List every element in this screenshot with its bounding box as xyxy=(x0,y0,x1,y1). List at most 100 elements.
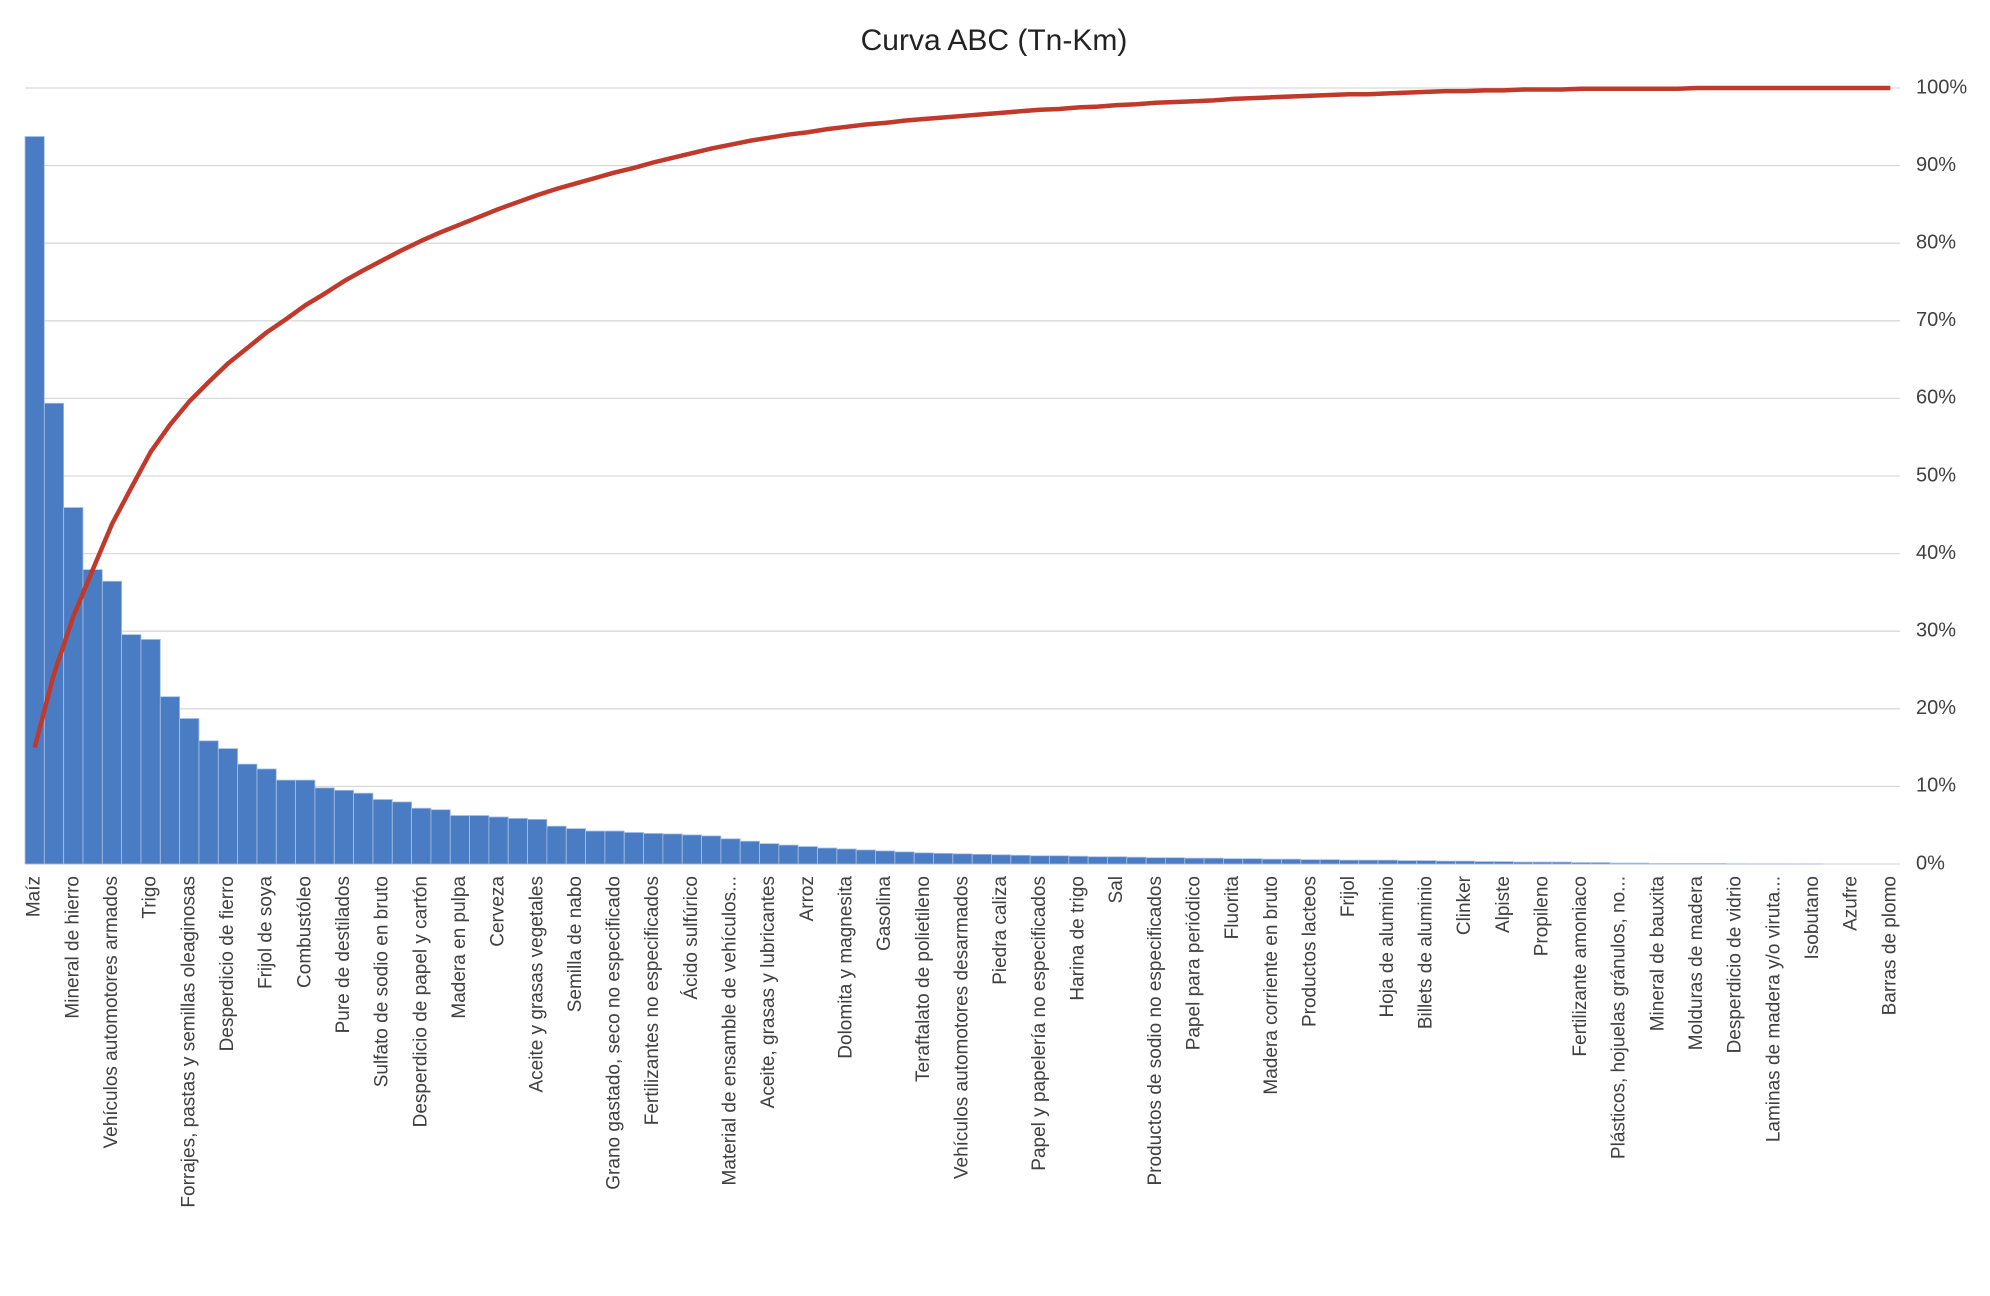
bar xyxy=(1609,862,1630,865)
x-tick-label: Fluorita xyxy=(1222,876,1243,940)
bar xyxy=(913,852,934,865)
bar xyxy=(681,834,702,865)
bar xyxy=(430,809,451,865)
bar xyxy=(604,830,625,865)
bar xyxy=(237,763,258,865)
bar xyxy=(275,779,297,865)
bar xyxy=(1087,856,1108,865)
bar xyxy=(1455,860,1476,865)
x-tick-label: Cerveza xyxy=(488,876,509,947)
bar xyxy=(101,580,123,865)
bar xyxy=(121,634,142,865)
x-tick-label: Aceite y grasas vegetales xyxy=(526,876,547,1093)
x-tick-label: Grano gastado, seco no especificado xyxy=(604,876,625,1190)
x-tick-label: Plásticos, hojuelas gránulos, no... xyxy=(1609,876,1630,1159)
x-tick-label: Propileno xyxy=(1531,876,1552,956)
x-tick-label: Productos de sodio no especificados xyxy=(1145,876,1166,1185)
y2-tick-label: 0% xyxy=(1916,852,1945,874)
y2-tick-label: 80% xyxy=(1916,231,1956,253)
bar xyxy=(507,818,528,865)
x-tick-label: Fertilizantes no especificados xyxy=(642,876,663,1125)
bar xyxy=(353,792,374,865)
x-tick-label: Maíz xyxy=(24,876,45,917)
bar xyxy=(314,787,335,865)
bar xyxy=(875,850,896,865)
bar xyxy=(701,835,722,865)
bar xyxy=(1590,862,1611,865)
x-tick-label: Arroz xyxy=(797,876,818,921)
bar xyxy=(759,843,780,865)
bar xyxy=(1126,856,1147,865)
bar xyxy=(1377,859,1398,865)
x-tick-label: Forrajes, pastas y semillas oleaginosas xyxy=(178,876,199,1208)
x-tick-label: Madera en pulpa xyxy=(449,876,470,1019)
bar xyxy=(1010,854,1031,865)
bar xyxy=(739,840,760,865)
bar xyxy=(1532,861,1553,865)
bar xyxy=(24,136,45,865)
bar xyxy=(623,832,644,865)
bar xyxy=(411,807,432,865)
y2-tick-label: 30% xyxy=(1916,619,1956,641)
x-tick-label: Billets de aluminio xyxy=(1415,876,1436,1029)
x-tick-label: Harina de trigo xyxy=(1067,876,1088,1001)
bar xyxy=(855,849,876,865)
x-tick-label: Teraftalato de polietileno xyxy=(913,876,934,1082)
x-tick-label: Madera corriente en bruto xyxy=(1261,876,1282,1095)
bar xyxy=(1068,855,1089,865)
x-tick-label: Isobutano xyxy=(1802,876,1823,959)
x-tick-label: Desperdicio de papel y cartón xyxy=(410,876,431,1127)
bar xyxy=(198,740,219,865)
x-tick-label: Ácido sulfúrico xyxy=(681,876,702,1000)
bar xyxy=(179,718,200,865)
x-tick-label: Azufre xyxy=(1841,876,1862,931)
x-tick-label: Sal xyxy=(1106,876,1127,903)
bar xyxy=(140,639,161,865)
bar xyxy=(1203,857,1224,865)
x-tick-label: Sulfato de sodio en bruto xyxy=(372,876,393,1087)
x-tick-label: Mineral de hierro xyxy=(62,876,83,1019)
y2-tick-label: 60% xyxy=(1916,387,1956,409)
x-tick-label: Trigo xyxy=(140,876,161,919)
bar xyxy=(391,801,412,865)
chart-title: Curva ABC (Tn-Km) xyxy=(861,24,1128,57)
bar xyxy=(82,569,103,865)
y2-tick-label: 20% xyxy=(1916,697,1956,719)
y2-tick-label: 40% xyxy=(1916,542,1956,564)
x-tick-label: Alpiste xyxy=(1493,876,1514,933)
x-tick-label: Molduras de madera xyxy=(1686,876,1707,1051)
x-tick-label: Mineral de bauxita xyxy=(1647,876,1668,1032)
bar xyxy=(449,815,470,865)
bar xyxy=(1570,862,1592,865)
x-tick-label: Frijol xyxy=(1338,876,1359,917)
bar xyxy=(1049,855,1070,865)
bar xyxy=(1319,859,1340,865)
bar xyxy=(1261,858,1282,865)
bar xyxy=(565,828,586,865)
bar xyxy=(1029,855,1050,865)
bar xyxy=(333,789,355,865)
bar xyxy=(991,854,1012,865)
bar xyxy=(1628,862,1650,865)
bar xyxy=(797,846,818,865)
x-tick-label: Piedra caliza xyxy=(990,876,1011,985)
y2-tick-label: 100% xyxy=(1916,76,1967,98)
x-tick-label: Clinker xyxy=(1454,875,1475,935)
bar xyxy=(1397,860,1418,865)
bar xyxy=(546,825,567,865)
bar xyxy=(836,848,857,865)
x-tick-label: Vehículos automotores desarmados xyxy=(952,876,973,1179)
bar xyxy=(1493,861,1514,865)
x-tick-label: Barras de plomo xyxy=(1879,876,1900,1015)
cumulative-line xyxy=(32,85,1891,749)
bar xyxy=(1474,861,1495,865)
bar xyxy=(585,830,606,865)
x-tick-label: Vehículos automotores armados xyxy=(101,876,122,1149)
bar xyxy=(1184,857,1205,865)
bar xyxy=(372,799,393,865)
bar xyxy=(256,768,277,865)
bar xyxy=(643,833,664,865)
bar xyxy=(933,852,954,865)
y2-tick-label: 50% xyxy=(1916,464,1956,486)
